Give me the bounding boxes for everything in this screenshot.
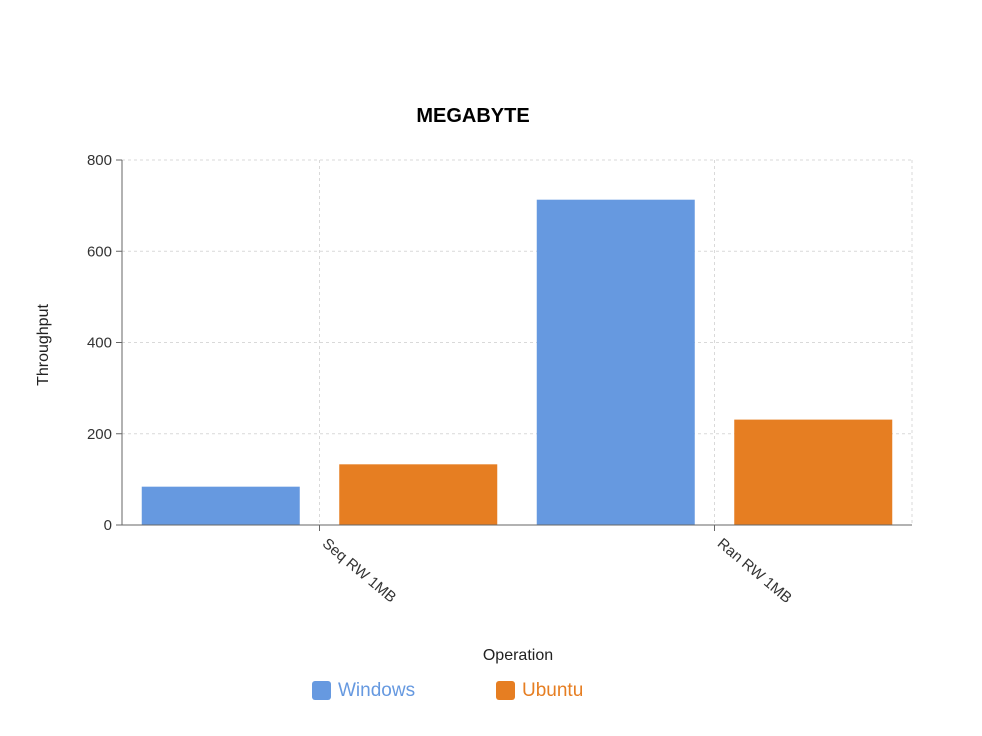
y-tick-label: 0 — [104, 517, 112, 534]
legend-swatch — [312, 681, 331, 700]
bar-windows-1[interactable] — [536, 199, 695, 525]
x-tick-label: Seq RW 1MB — [319, 535, 399, 606]
x-tick-label: Ran RW 1MB — [714, 535, 795, 607]
legend[interactable]: Windows Ubuntu — [312, 680, 583, 701]
y-tick-label: 400 — [87, 335, 112, 352]
y-tick-label: 800 — [87, 152, 112, 169]
bar-windows-0[interactable] — [141, 486, 300, 525]
legend-item-windows[interactable]: Windows — [312, 680, 415, 701]
grid — [122, 159, 913, 525]
legend-label: Ubuntu — [522, 680, 583, 701]
bar-ubuntu-0[interactable] — [339, 464, 498, 525]
legend-item-ubuntu[interactable]: Ubuntu — [496, 680, 583, 701]
chart-title: MEGABYTE — [416, 105, 529, 127]
legend-label: Windows — [338, 680, 415, 701]
axes: 0 200 400 600 800 Seq RW 1MB Ran RW 1MB — [87, 152, 912, 607]
y-tick-label: 600 — [87, 243, 112, 260]
y-axis-title: Throughput — [35, 304, 52, 386]
x-axis-title: Operation — [483, 647, 553, 664]
y-tick-label: 200 — [87, 426, 112, 443]
bar-ubuntu-1[interactable] — [734, 419, 893, 525]
legend-swatch — [496, 681, 515, 700]
bars — [141, 199, 893, 525]
